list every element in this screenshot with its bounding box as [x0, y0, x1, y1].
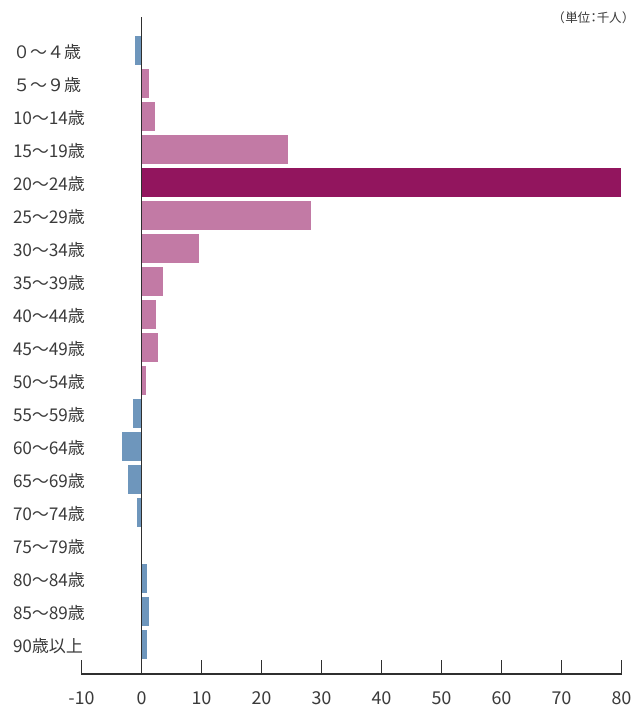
category-label-11: 55〜59歳 [13, 400, 85, 426]
x-tick-label-20: 20 [251, 684, 272, 710]
x-tick-40 [380, 660, 383, 674]
bar-5 [141, 200, 311, 231]
x-tick-30 [320, 660, 323, 674]
category-label-12: 60〜64歳 [13, 433, 85, 459]
category-label-10: 50〜54歳 [13, 367, 85, 393]
bar-11 [133, 398, 142, 429]
x-tick-70 [560, 660, 563, 674]
x-tick--10 [80, 660, 83, 674]
category-label-0: ０〜４歳 [13, 37, 81, 63]
x-axis-line [80, 673, 623, 675]
x-tick-50 [440, 660, 443, 674]
bar-8 [141, 299, 156, 330]
bar-13 [127, 464, 142, 495]
bar-4 [141, 167, 622, 198]
x-tick-label-70: 70 [551, 684, 572, 710]
category-label-15: 75〜79歳 [13, 532, 85, 558]
x-tick-label-10: 10 [191, 684, 212, 710]
category-label-9: 45〜49歳 [13, 334, 85, 360]
category-label-18: 90歳以上 [13, 631, 83, 657]
category-label-7: 35〜39歳 [13, 268, 85, 294]
bar-1 [141, 68, 149, 99]
category-label-17: 85〜89歳 [13, 598, 85, 624]
category-label-6: 30〜34歳 [13, 235, 85, 261]
category-label-2: 10〜14歳 [13, 103, 85, 129]
bar-3 [141, 134, 288, 165]
bar-14 [136, 497, 142, 528]
bar-6 [141, 233, 199, 264]
x-tick-80 [620, 660, 623, 674]
bar-18 [141, 629, 147, 660]
x-tick-label-30: 30 [311, 684, 332, 710]
category-label-4: 20〜24歳 [13, 169, 85, 195]
bar-9 [141, 332, 158, 363]
category-label-1: ５〜９歳 [13, 70, 81, 96]
x-tick-label-80: 80 [611, 684, 632, 710]
bar-12 [122, 431, 142, 462]
x-tick-60 [500, 660, 503, 674]
bar-0 [135, 35, 142, 66]
x-tick-10 [200, 660, 203, 674]
bar-7 [141, 266, 163, 297]
bar-10 [141, 365, 146, 396]
unit-label: （単位：千人） [558, 7, 628, 26]
category-label-14: 70〜74歳 [13, 499, 85, 525]
category-label-5: 25〜29歳 [13, 202, 85, 228]
category-label-16: 80〜84歳 [13, 565, 85, 591]
category-label-8: 40〜44歳 [13, 301, 85, 327]
x-tick-20 [260, 660, 263, 674]
bar-16 [141, 563, 148, 594]
x-tick-label-50: 50 [431, 684, 452, 710]
x-tick-label-40: 40 [371, 684, 392, 710]
category-label-13: 65〜69歳 [13, 466, 85, 492]
category-label-3: 15〜19歳 [13, 136, 85, 162]
bar-17 [141, 596, 149, 627]
x-tick-label-0: 0 [136, 684, 147, 710]
x-tick-0 [140, 660, 143, 674]
x-tick-label-60: 60 [491, 684, 512, 710]
x-tick-label--10: -10 [68, 684, 95, 710]
y-axis-line [140, 17, 143, 675]
bar-2 [141, 101, 155, 132]
